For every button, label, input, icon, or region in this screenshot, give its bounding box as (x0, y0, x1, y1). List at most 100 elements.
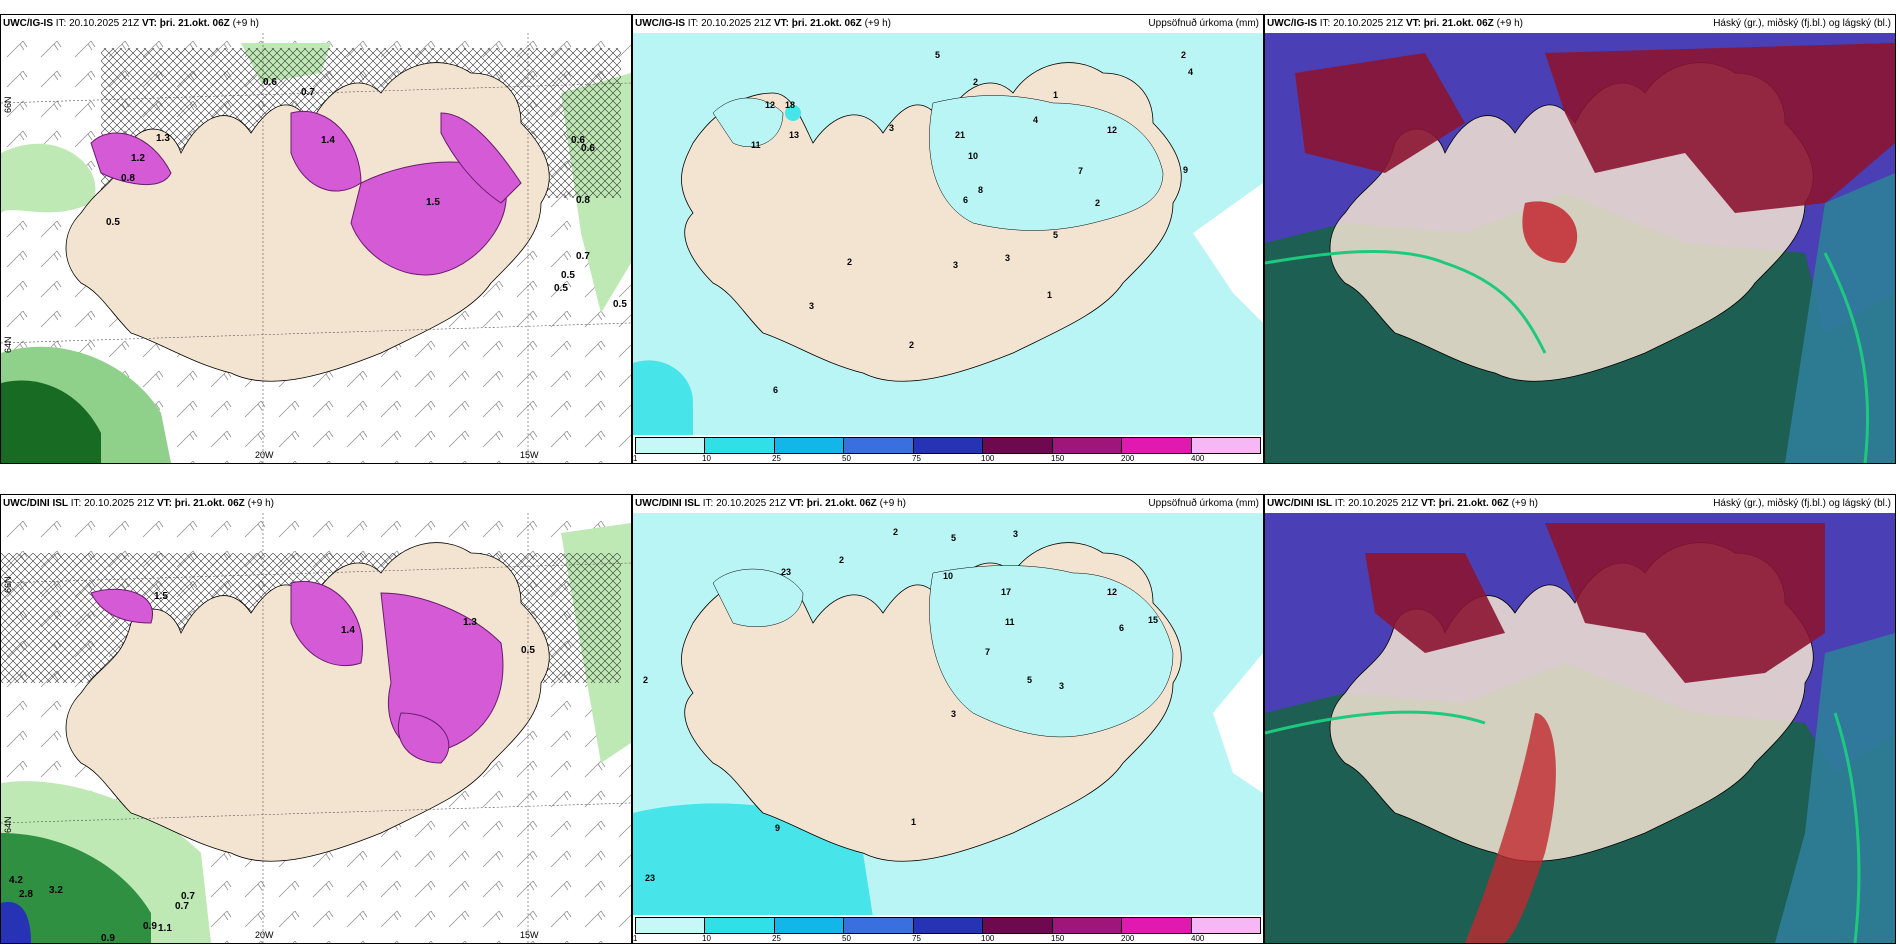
colorbar-tick: 25 (772, 454, 781, 463)
colorbar-tick: 1 (633, 454, 638, 463)
panel-header: UWC/DINI ISL IT: 20.10.2025 21Z VT: þri.… (1, 495, 631, 513)
colorbar: 1 10 25 50 75 100 150 200 400 (633, 915, 1263, 943)
precip-value-label: 4 (1033, 115, 1038, 125)
precip-value-label: 12 (1107, 125, 1117, 135)
field-title: Háský (gr.), miðský (fj.bl.) og lágský (… (1713, 18, 1891, 29)
vt-value: þri. 21.okt. 06Z (159, 18, 230, 29)
precip-value-label: 11 (1005, 617, 1015, 627)
axis-label-20w: 20W (255, 930, 274, 940)
lat-64n-line (1, 802, 631, 824)
colorbar-tick: 100 (981, 934, 995, 943)
colorbar-swatch (1122, 918, 1192, 933)
precip-value-label: 2 (839, 555, 844, 565)
snow-value-label: 0.7 (175, 901, 189, 912)
purple-snow-area (90, 588, 154, 624)
lead-time: (+9 h) (879, 498, 906, 509)
precip-value-label: 2 (1181, 50, 1186, 60)
colorbar-tick: 400 (1191, 454, 1205, 463)
snow-value-label: 2.8 (19, 889, 33, 900)
precip-value-label: 10 (943, 571, 953, 581)
panel-header: UWC/IG-IS IT: 20.10.2025 21Z VT: þri. 21… (1, 15, 631, 33)
colorbar-tick: 400 (1191, 934, 1205, 943)
vt-value: þri. 21.okt. 06Z (1438, 498, 1509, 509)
cloud-mid-area (1775, 633, 1895, 943)
it-value: 20.10.2025 21Z (1333, 18, 1404, 29)
colorbar-swatch (1122, 438, 1192, 453)
purple-snow-area (440, 112, 522, 204)
snow-value-label: 1.5 (426, 197, 440, 208)
snow-value-label: 0.9 (143, 921, 157, 932)
dark-green-core (1, 380, 101, 463)
colorbar-swatch (705, 438, 775, 453)
precip-peak (785, 105, 801, 121)
precip-value-label: 3 (1005, 253, 1010, 263)
precip-value-label: 21 (955, 130, 965, 140)
colorbar-tick: 200 (1121, 454, 1135, 463)
colorbar-tick: 200 (1121, 934, 1135, 943)
colorbar-swatch (636, 918, 706, 933)
map-wind-snow: 20W 15W 66N 64N 0.6 0.7 1.3 1.2 0.8 1.4 … (1, 33, 631, 463)
colorbar-swatch (913, 438, 984, 453)
colorbar-swatches (635, 917, 1261, 934)
dark-blue-core (1, 902, 31, 943)
precip-over-land (929, 95, 1164, 231)
precip-value-label: 7 (1078, 166, 1083, 176)
colorbar-tick: 50 (842, 454, 851, 463)
vt-value: þri. 21.okt. 06Z (1423, 18, 1494, 29)
colorbar-swatch (705, 918, 775, 933)
precip-value-label: 2 (847, 257, 852, 267)
it-label: IT: (1334, 498, 1346, 509)
colorbar-swatch (636, 438, 706, 453)
snow-value-label: 0.8 (121, 173, 135, 184)
axis-label-15w: 15W (520, 450, 539, 460)
colorbar: 1 10 25 50 75 100 150 200 400 (633, 435, 1263, 463)
field-title: Uppsöfnuð úrkoma (mm) (1148, 498, 1259, 509)
precip-value-label: 2 (893, 527, 898, 537)
colorbar-swatch (1191, 918, 1260, 933)
it-label: IT: (687, 18, 699, 29)
cloud-high-area (1295, 53, 1465, 173)
panel-r2-wind-snow: UWC/DINI ISL IT: 20.10.2025 21Z VT: þri.… (0, 494, 632, 944)
vt-label: VT: (156, 498, 172, 509)
precip-value-label: 23 (781, 567, 791, 577)
precip-value-label: 2 (1095, 198, 1100, 208)
it-label: IT: (702, 498, 714, 509)
snow-value-label: 0.6 (581, 143, 595, 154)
precip-value-label: 17 (1001, 587, 1011, 597)
it-label: IT: (70, 498, 82, 509)
lead-time: (+9 h) (864, 18, 891, 29)
snow-value-label: 0.7 (576, 251, 590, 262)
purple-snow-area (350, 161, 507, 276)
precip-value-label: 2 (973, 77, 978, 87)
precip-value-label: 3 (1059, 681, 1064, 691)
axis-label-20w: 20W (255, 450, 274, 460)
colorbar-swatch (774, 438, 845, 453)
precip-value-label: 3 (1013, 529, 1018, 539)
vt-label: VT: (1405, 18, 1421, 29)
lead-time: (+9 h) (1511, 498, 1538, 509)
vt-label: VT: (773, 18, 789, 29)
panel-header: UWC/DINI ISL IT: 20.10.2025 21Z VT: þri.… (1265, 495, 1895, 513)
colorbar-swatch (1052, 438, 1123, 453)
precip-value-label: 13 (789, 130, 799, 140)
panel-header: UWC/DINI ISL IT: 20.10.2025 21Z VT: þri.… (633, 495, 1263, 513)
colorbar-tick: 75 (912, 934, 921, 943)
precip-value-label: 4 (1188, 67, 1193, 77)
colorbar-tick: 50 (842, 934, 851, 943)
colorbar-swatch (913, 918, 984, 933)
colorbar-tick: 10 (702, 454, 711, 463)
colorbar-swatch (1052, 918, 1123, 933)
precip-value-label: 8 (978, 185, 983, 195)
snow-value-label: 1.4 (321, 135, 335, 146)
lead-time: (+9 h) (247, 498, 274, 509)
panel-r2-precip: UWC/DINI ISL IT: 20.10.2025 21Z VT: þri.… (632, 494, 1264, 944)
vt-value: þri. 21.okt. 06Z (791, 18, 862, 29)
precip-value-label: 10 (968, 151, 978, 161)
model-name: UWC/DINI ISL (635, 498, 700, 509)
map-clouds (1265, 33, 1895, 463)
precip-value-label: 6 (963, 195, 968, 205)
it-value: 20.10.2025 21Z (84, 498, 155, 509)
precip-value-label: 3 (951, 709, 956, 719)
snow-value-label: 0.5 (554, 283, 568, 294)
it-value: 20.10.2025 21Z (701, 18, 772, 29)
